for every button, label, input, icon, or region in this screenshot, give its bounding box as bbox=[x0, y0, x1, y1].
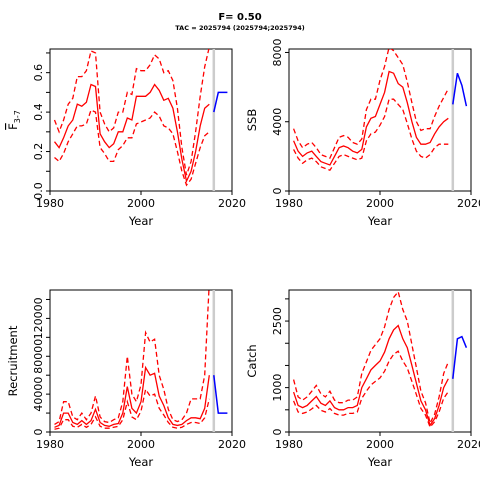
y-tick-label: 0.0 bbox=[32, 182, 45, 200]
x-tick-label: 1980 bbox=[36, 197, 64, 210]
figure-title: F= 0.50 bbox=[218, 12, 261, 23]
panel-ssb: 1980 2000 2020 0 4000 8000 Year SSB bbox=[245, 38, 480, 228]
plot-frame bbox=[49, 289, 233, 433]
y-axis-label: Catch bbox=[245, 344, 259, 377]
y-tick-label: 80000 bbox=[32, 339, 45, 374]
y-axis-label-base: F bbox=[6, 123, 20, 130]
y-tick-label: 2500 bbox=[271, 307, 284, 335]
estimate-line bbox=[293, 70, 449, 166]
x-tick-label: 2000 bbox=[127, 197, 155, 210]
panel-f: 1980 2000 2020 0.0 0.2 0.4 0.6 Year F3-7 bbox=[6, 48, 246, 228]
plot-frame bbox=[288, 48, 472, 192]
y-axis-label-sub: 3-7 bbox=[13, 110, 22, 123]
projection-line bbox=[452, 335, 468, 379]
upper-ci-line bbox=[53, 49, 210, 176]
y-tick-label: 40000 bbox=[32, 377, 45, 412]
y-tick-label: 8000 bbox=[271, 38, 284, 66]
figure-subtitle: TAC = 2025794 (2025794;2025794) bbox=[175, 24, 305, 32]
projection-line bbox=[213, 375, 228, 414]
projection-line bbox=[213, 91, 228, 113]
upper-ci-line bbox=[292, 290, 449, 425]
x-tick-label: 2020 bbox=[457, 197, 480, 210]
y-tick-label: 120000 bbox=[32, 297, 45, 339]
x-tick-label: 2020 bbox=[457, 438, 480, 451]
x-tick-label: 2000 bbox=[366, 197, 394, 210]
y-tick-label: 0.2 bbox=[32, 143, 45, 161]
lower-ci-line bbox=[54, 387, 210, 430]
estimate-line bbox=[54, 365, 210, 428]
x-tick-label: 1980 bbox=[275, 438, 303, 451]
y-tick-label: 0.4 bbox=[32, 103, 45, 121]
lower-ci-line bbox=[292, 350, 449, 429]
y-tick-label: 0 bbox=[32, 429, 45, 436]
y-tick-label: 1000 bbox=[271, 374, 284, 402]
x-axis-label: Year bbox=[128, 214, 154, 228]
lower-ci-line bbox=[54, 109, 210, 187]
y-tick-label: 4000 bbox=[271, 108, 284, 136]
y-tick-label: 0 bbox=[271, 429, 284, 436]
y-tick-label: 0 bbox=[271, 188, 284, 195]
x-axis-label: Year bbox=[128, 455, 154, 469]
x-tick-label: 2020 bbox=[218, 197, 246, 210]
projection-line bbox=[452, 72, 468, 107]
panel-catch: 1980 2000 2020 0 1000 2500 Year Catch bbox=[245, 289, 480, 469]
y-tick-label: 0.6 bbox=[32, 64, 45, 82]
plot-area bbox=[54, 290, 228, 432]
x-tick-label: 2000 bbox=[127, 438, 155, 451]
upper-ci-line bbox=[54, 290, 210, 425]
x-tick-label: 1980 bbox=[275, 197, 303, 210]
x-tick-label: 2000 bbox=[366, 438, 394, 451]
x-axis-label: Year bbox=[367, 455, 393, 469]
y-axis-label: SSB bbox=[245, 109, 259, 132]
estimate-line bbox=[292, 324, 449, 427]
y-axis-label: Recruitment bbox=[6, 325, 20, 396]
x-tick-label: 1980 bbox=[36, 438, 64, 451]
y-axis-label: F3-7 bbox=[6, 110, 22, 130]
plot-area bbox=[292, 49, 468, 191]
x-tick-label: 2020 bbox=[218, 438, 246, 451]
plot-area bbox=[292, 290, 468, 432]
estimate-line bbox=[53, 83, 210, 184]
x-axis-label: Year bbox=[367, 214, 393, 228]
lower-ci-line bbox=[293, 98, 449, 171]
plot-area bbox=[53, 49, 228, 191]
upper-ci-line bbox=[292, 49, 449, 159]
